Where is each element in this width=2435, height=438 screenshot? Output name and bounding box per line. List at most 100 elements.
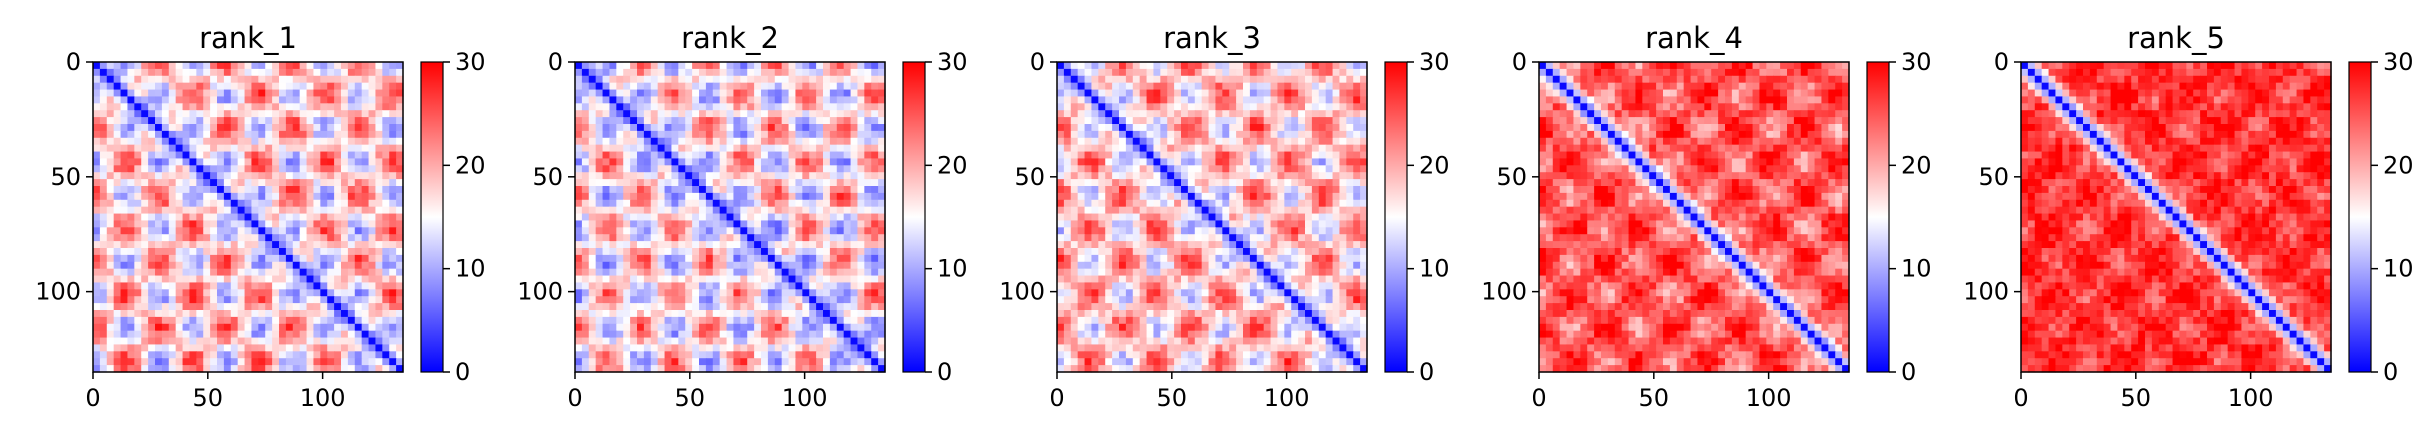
heatmap-cell [265,186,273,194]
heatmap-cell [182,165,191,173]
heatmap-cell [1174,124,1182,132]
heatmap-cell [836,192,845,201]
heatmap-cell [1332,124,1341,132]
heatmap-cell [781,199,790,208]
heatmap-cell [1222,158,1230,166]
heatmap-cell [210,220,218,228]
heatmap-cell [1236,68,1244,77]
heatmap-cell [1229,179,1237,187]
heatmap-cell [843,68,852,77]
heatmap-cell [182,316,191,325]
heatmap-cell [106,206,115,215]
heatmap-cell [816,62,824,70]
heatmap-cell [788,137,797,146]
heatmap-cell [637,310,645,318]
heatmap-cell [816,344,824,352]
heatmap-cell [836,124,845,132]
heatmap-cell [733,192,741,201]
heatmap-cell [823,206,831,215]
heatmap-cell [712,144,721,153]
heatmap-cell [857,172,865,180]
heatmap-cell [774,124,783,132]
heatmap-cell [630,144,638,153]
heatmap-cell [251,213,259,222]
heatmap-cell [1215,82,1223,91]
heatmap-cell [823,248,831,256]
heatmap-cell [575,68,583,77]
heatmap-cell [630,179,638,187]
heatmap-cell [217,365,225,373]
heatmap-cell [699,282,707,290]
heatmap-cell [802,248,810,256]
heatmap-cell [1346,103,1354,111]
heatmap-cell [809,254,817,263]
heatmap-cell [389,351,397,359]
heatmap-cell [155,124,163,132]
heatmap-cell [1146,124,1155,132]
heatmap-cell [767,124,776,132]
heatmap-cell [705,289,714,297]
heatmap-cell [313,130,321,139]
heatmap-cell [678,137,686,146]
heatmap-cell [754,248,762,256]
heatmap-cell [637,199,645,208]
heatmap-cell [575,310,583,318]
heatmap-cell [602,144,611,153]
heatmap-cell [93,103,101,111]
heatmap-cell [1318,68,1327,77]
heatmap-cell [1215,137,1223,146]
heatmap-cell [334,124,342,132]
heatmap-cell [217,144,225,153]
heatmap-cell [685,96,693,104]
heatmap-cell [788,254,797,263]
heatmap-cell [761,310,769,318]
heatmap-cell [196,234,204,242]
heatmap-cell [1132,158,1141,166]
heatmap-cell [1057,158,1065,166]
heatmap-cell [650,268,659,277]
heatmap-cell [650,124,659,132]
heatmap-cell [1305,137,1313,146]
heatmap-cell [1112,144,1120,153]
x-tick-label: 50 [193,384,224,412]
heatmap-cell [168,186,177,194]
heatmap-cell [1070,172,1079,180]
heatmap-cell [396,351,404,359]
heatmap-cell [223,199,232,208]
heatmap-cell [175,179,184,187]
heatmap-cell [1146,179,1155,187]
heatmap-cell [795,130,803,139]
heatmap-cell [802,89,810,98]
heatmap-cell [1160,137,1168,146]
heatmap-cell [134,234,142,242]
heatmap-cell [774,62,783,70]
heatmap-cell [230,310,239,318]
heatmap-cell [389,261,397,270]
heatmap-cell [341,165,349,173]
heatmap-cell [823,137,831,146]
heatmap-cell [637,316,645,325]
heatmap-cell [850,137,859,146]
heatmap-cell [396,130,404,139]
heatmap-cell [217,323,225,332]
heatmap-cell [740,282,748,290]
heatmap-cell [203,89,211,98]
heatmap-cell [334,103,342,111]
heatmap-cell [1346,144,1354,153]
heatmap-cell [857,344,865,352]
heatmap-cell [712,103,721,111]
heatmap-cell [575,137,583,146]
heatmap-cell [733,82,741,91]
heatmap-cell [203,351,211,359]
heatmap-cell [382,172,390,180]
heatmap-cell [1174,75,1182,84]
heatmap-cell [258,330,266,339]
heatmap-cell [767,158,776,166]
heatmap-cell [747,330,755,339]
heatmap-cell [1277,179,1285,187]
heatmap-cell [251,199,259,208]
heatmap-cell [850,62,859,70]
heatmap-cell [182,192,191,201]
heatmap-cell [182,261,191,270]
heatmap-cell [396,344,404,352]
